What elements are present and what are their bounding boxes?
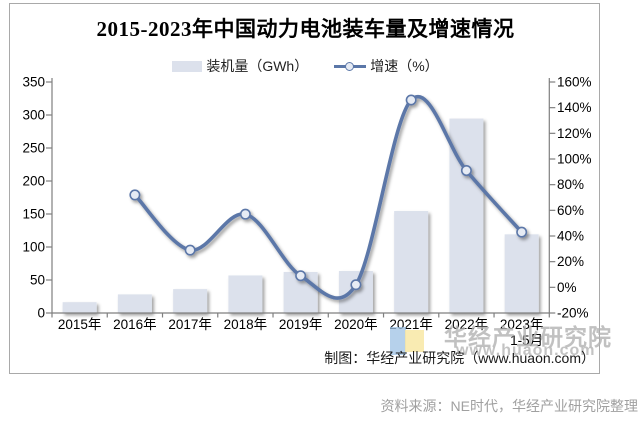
svg-text:300: 300 — [22, 108, 45, 123]
axes-group — [51, 78, 550, 318]
credit-text: 制图：华经产业研究院（www.huaon.com） — [324, 350, 595, 366]
svg-text:1-5月: 1-5月 — [510, 333, 543, 348]
watermark-url: www.huaon.com — [456, 342, 596, 359]
watermark-logo-blue-square — [390, 327, 406, 355]
bar-6 — [394, 211, 429, 313]
growth-marker-2 — [239, 208, 251, 220]
growth-marker-5 — [405, 94, 417, 106]
bar-0 — [62, 302, 97, 313]
growth-marker-3 — [295, 270, 307, 282]
svg-text:2018年: 2018年 — [224, 317, 268, 332]
svg-text:0: 0 — [37, 306, 45, 321]
svg-text:100: 100 — [22, 240, 45, 255]
svg-text:2022年: 2022年 — [445, 317, 489, 332]
x-axis-labels: 2015年 2016年 2017年 2018年 2019年 2020年 2021年 2022年… — [58, 317, 544, 348]
svg-text:150: 150 — [22, 207, 45, 222]
watermark-logo-yellow-square — [405, 330, 424, 352]
growth-marker-4 — [350, 279, 362, 291]
chart-title: 2015-2023年中国动力电池装车量及增速情况 — [96, 17, 515, 41]
svg-text:0%: 0% — [557, 280, 577, 295]
svg-text:20%: 20% — [557, 254, 584, 269]
left-axis-labels: 0 50 100 150 200 250 300 350 — [22, 75, 52, 321]
legend-line-label: 增速（%） — [370, 58, 439, 74]
svg-text:50: 50 — [30, 273, 45, 288]
svg-text:80%: 80% — [557, 177, 584, 192]
svg-text:2015年: 2015年 — [58, 317, 102, 332]
line-swatch-marker — [345, 61, 355, 71]
growth-marker-6 — [460, 165, 472, 177]
growth-marker-0 — [129, 189, 141, 201]
svg-text:2019年: 2019年 — [279, 317, 323, 332]
bar-5 — [338, 271, 373, 313]
svg-text:40%: 40% — [557, 229, 584, 244]
svg-text:120%: 120% — [557, 126, 592, 141]
svg-text:-20%: -20% — [557, 306, 589, 321]
bar-8 — [504, 234, 539, 313]
bar-3 — [228, 275, 263, 313]
svg-text:2020年: 2020年 — [334, 317, 378, 332]
line-swatch — [334, 61, 367, 72]
bar-2 — [173, 289, 208, 313]
watermark-text: 华经产业研究院 — [444, 324, 612, 350]
bar-swatch — [172, 60, 203, 72]
growth-marker-7 — [516, 226, 528, 238]
svg-text:2023年: 2023年 — [500, 317, 544, 332]
bars-group — [62, 118, 539, 314]
svg-text:2017年: 2017年 — [168, 317, 212, 332]
growth-marker-1 — [184, 244, 196, 256]
growth-line-group — [129, 94, 528, 300]
right-axis-labels: -20% 0% 20% 40% 60% 80% 100% 120% 140% 160% — [549, 75, 592, 321]
growth-line — [133, 95, 524, 300]
svg-text:160%: 160% — [557, 75, 592, 90]
svg-text:140%: 140% — [557, 100, 592, 115]
svg-text:2016年: 2016年 — [113, 317, 157, 332]
legend-item-line: 增速（%） — [334, 56, 439, 76]
svg-text:200: 200 — [22, 174, 45, 189]
legend-bar-label: 装机量（GWh） — [206, 58, 309, 74]
legend-item-bar: 装机量（GWh） — [172, 56, 308, 76]
bar-1 — [117, 294, 152, 313]
svg-text:100%: 100% — [557, 152, 592, 167]
svg-text:350: 350 — [22, 75, 45, 90]
svg-text:60%: 60% — [557, 203, 584, 218]
legend: 装机量（GWh） 增速（%） — [9, 56, 602, 76]
svg-text:250: 250 — [22, 141, 45, 156]
source-text: 资料来源：NE时代，华经产业研究院整理 — [380, 398, 638, 414]
